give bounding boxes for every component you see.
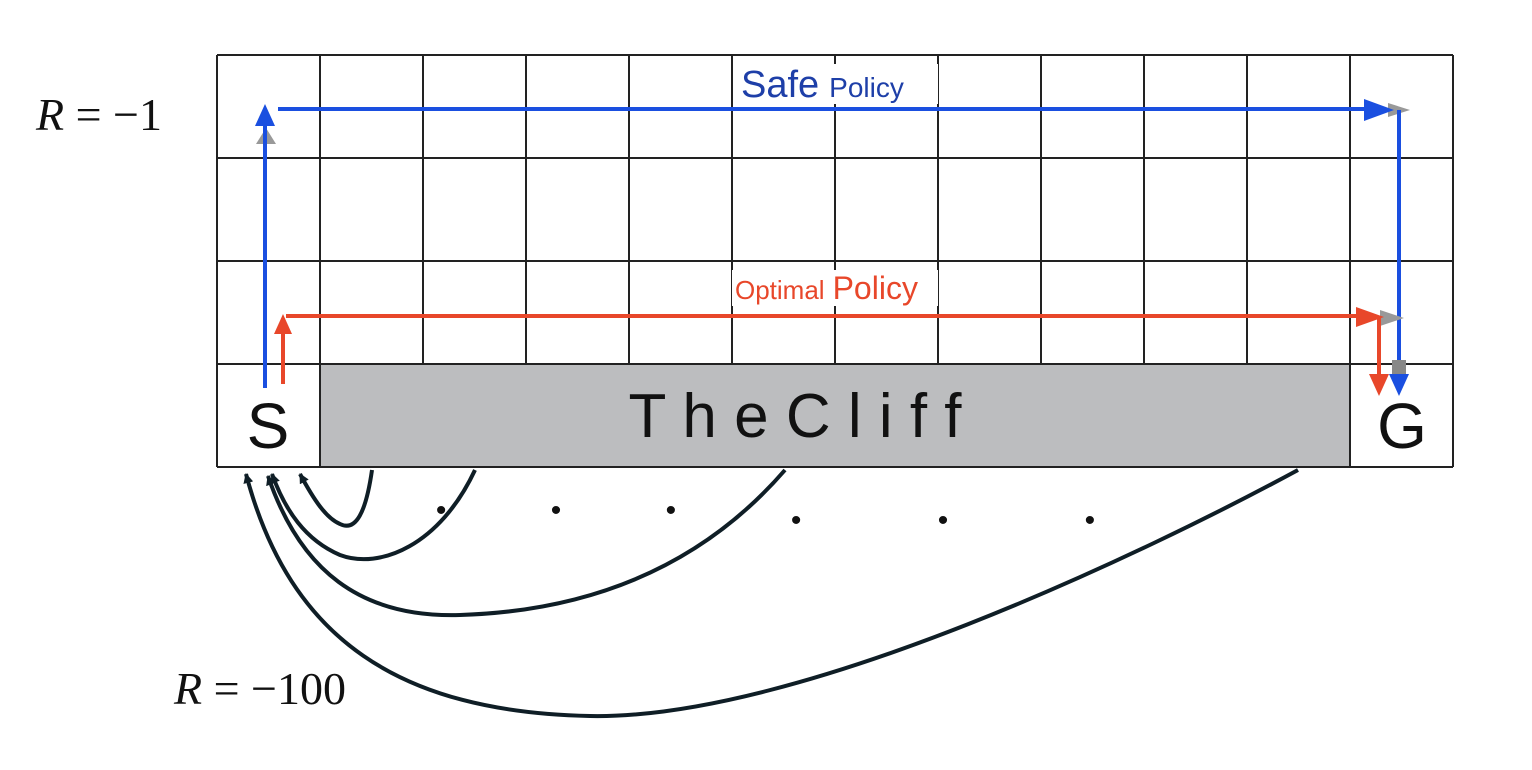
return-arrow-1 xyxy=(298,469,374,528)
goal-state-label: G xyxy=(1377,390,1427,462)
gridworld-grid xyxy=(216,54,1454,468)
cliff-return-arrows xyxy=(243,468,1299,719)
return-arrow-2 xyxy=(270,469,477,562)
reward-step-var: R xyxy=(35,89,64,140)
optimal-policy-label: Optimal Policy xyxy=(735,270,918,306)
return-arrow-4 xyxy=(243,468,1299,719)
reward-cliff-value: = −100 xyxy=(202,663,346,714)
reward-step-label: R = −1 xyxy=(35,89,162,140)
optimal-policy-label-bg xyxy=(732,270,938,306)
ellipsis-left: • • • xyxy=(436,494,724,527)
return-arrow-3 xyxy=(266,468,787,618)
ellipsis-right: • • • xyxy=(791,504,1159,537)
optimal-word: Optimal xyxy=(735,275,825,305)
cliff-region xyxy=(320,365,1350,467)
safe-policy-path xyxy=(255,99,1410,396)
start-state-label: S xyxy=(247,390,290,462)
safe-policy-word: Policy xyxy=(829,72,904,103)
safe-policy-label-bg xyxy=(738,64,938,104)
reward-cliff-var: R xyxy=(173,663,202,714)
reward-cliff-label: R = −100 xyxy=(173,663,346,714)
safe-word: Safe xyxy=(741,64,819,106)
reward-step-value: = −1 xyxy=(64,89,162,140)
safe-policy-label: Safe Policy xyxy=(741,64,904,106)
optimal-policy-word: Policy xyxy=(833,270,918,306)
optimal-policy-path xyxy=(274,307,1404,396)
cliff-label: T h e C l i f f xyxy=(628,382,962,451)
